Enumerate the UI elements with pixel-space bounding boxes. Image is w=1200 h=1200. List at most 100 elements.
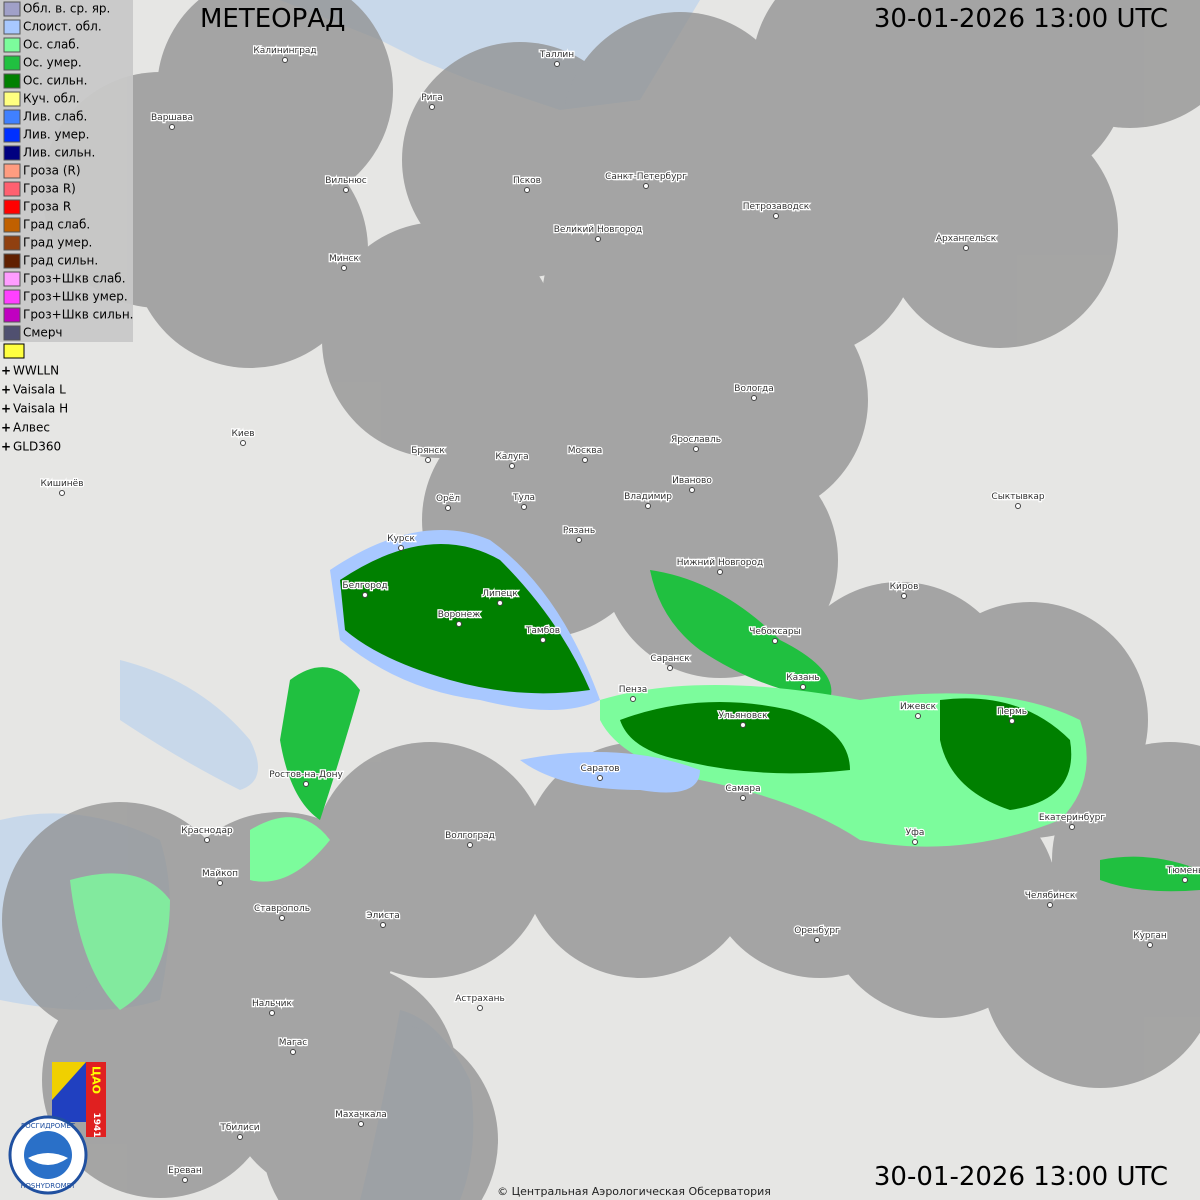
city-label: Ижевск [900,702,937,712]
city-dot [597,775,603,781]
city-dot [217,880,223,886]
legend-swatch [3,37,21,53]
city-dot [467,842,473,848]
city-dot [429,104,435,110]
legend-label: Ос. умер. [23,56,82,70]
legend-swatch [3,91,21,107]
city-label: Тула [512,493,535,503]
lightning-label: GLD360 [13,440,61,454]
city-label: Минск [329,254,359,264]
legend-label: Гроз+Шкв умер. [23,290,128,304]
city-label: Петрозаводск [743,202,810,212]
city-label: Саранск [650,654,690,664]
logo-org: ЦАО [90,1066,103,1094]
city-label: Киров [890,582,919,592]
city-dot [169,124,175,130]
azov-sea [120,660,258,790]
radar-circle [522,742,758,978]
legend-label: Град сильн. [23,254,98,268]
city-dot [915,713,921,719]
city-dot [240,440,246,446]
city-dot [269,1010,275,1016]
city-label: Ярославль [671,435,721,445]
title: МЕТЕОРАД [200,4,345,34]
city-label: Курган [1133,931,1167,941]
lightning-symbol: + [1,402,11,416]
city-label: Майкоп [202,869,238,879]
city-label: Тюмень [1166,866,1200,876]
legend-label: Смерч [23,326,63,340]
radar-circle [892,0,1128,188]
city-dot [237,1134,243,1140]
city-label: Владимир [624,492,672,502]
legend-swatch [3,235,21,251]
lightning-label: WWLLN [13,364,59,378]
city-label: Краснодар [181,826,233,836]
city-dot [800,684,806,690]
radar-circle [132,132,368,368]
timestamp-bottom: 30-01-2026 13:00 UTC [874,1162,1168,1192]
legend-swatch [3,1,21,17]
legend-swatch [3,55,21,71]
legend-swatch [3,127,21,143]
city-dot [341,265,347,271]
city-label: Екатеринбург [1039,813,1105,823]
city-dot [740,722,746,728]
city-labels: Калининград Таллин Рига Варшава Вильнюс Псков… [39,45,1200,1183]
city-label: Кишинёв [40,479,83,489]
city-label: Ереван [168,1166,202,1176]
city-dot [362,592,368,598]
city-label: Варшава [151,113,193,123]
legend-label: Гроза R) [23,182,76,196]
lightning-label: Алвес [13,421,50,435]
legend-label: Град умер. [23,236,92,250]
city-dot [445,505,451,511]
city-dot [540,637,546,643]
city-dot [1069,824,1075,830]
legend-swatch [3,19,21,35]
lightning-symbol: + [1,364,11,378]
city-dot [425,457,431,463]
city-dot [645,503,651,509]
city-label: Ставрополь [254,904,310,914]
legend-swatch [3,73,21,89]
city-label: Магас [279,1038,308,1048]
city-dot [521,504,527,510]
city-dot [963,245,969,251]
legend-label: Гроза (R) [23,164,81,178]
city-label: Нальчик [252,999,293,1009]
city-dot [643,183,649,189]
city-label: Архангельск [936,234,997,244]
legend-swatch [3,271,21,287]
city-dot [380,922,386,928]
city-label: Тамбов [525,626,560,636]
city-dot [1047,902,1053,908]
city-label: Калининград [253,46,316,56]
city-dot [358,1121,364,1127]
lightning-label: Vaisala L [13,383,66,397]
legend-label: Град слаб. [23,218,90,232]
city-dot [751,395,757,401]
city-label: Орёл [436,494,460,504]
city-label: Псков [513,176,541,186]
city-label: Белгород [342,581,387,591]
city-dot [740,795,746,801]
city-label: Оренбург [794,926,840,936]
legend-label: Куч. обл. [23,92,80,106]
city-label: Казань [786,673,819,683]
city-dot [814,937,820,943]
city-label: Элиста [366,911,400,921]
legend-swatch [3,307,21,323]
city-dot [59,490,65,496]
city-label: Челябинск [1025,891,1076,901]
legend-label: Лив. умер. [23,128,90,142]
city-dot [497,600,503,606]
legend-swatch [3,289,21,305]
city-label: Ростов-на-Дону [269,770,343,780]
legend-swatch [3,163,21,179]
lightning-symbol: + [1,440,11,454]
legend: Обл. в. ср. яр. Слоист. обл. Ос. слаб. Ос. … [3,1,133,341]
city-dot [912,839,918,845]
lightning-symbol: + [1,383,11,397]
city-dot [204,837,210,843]
